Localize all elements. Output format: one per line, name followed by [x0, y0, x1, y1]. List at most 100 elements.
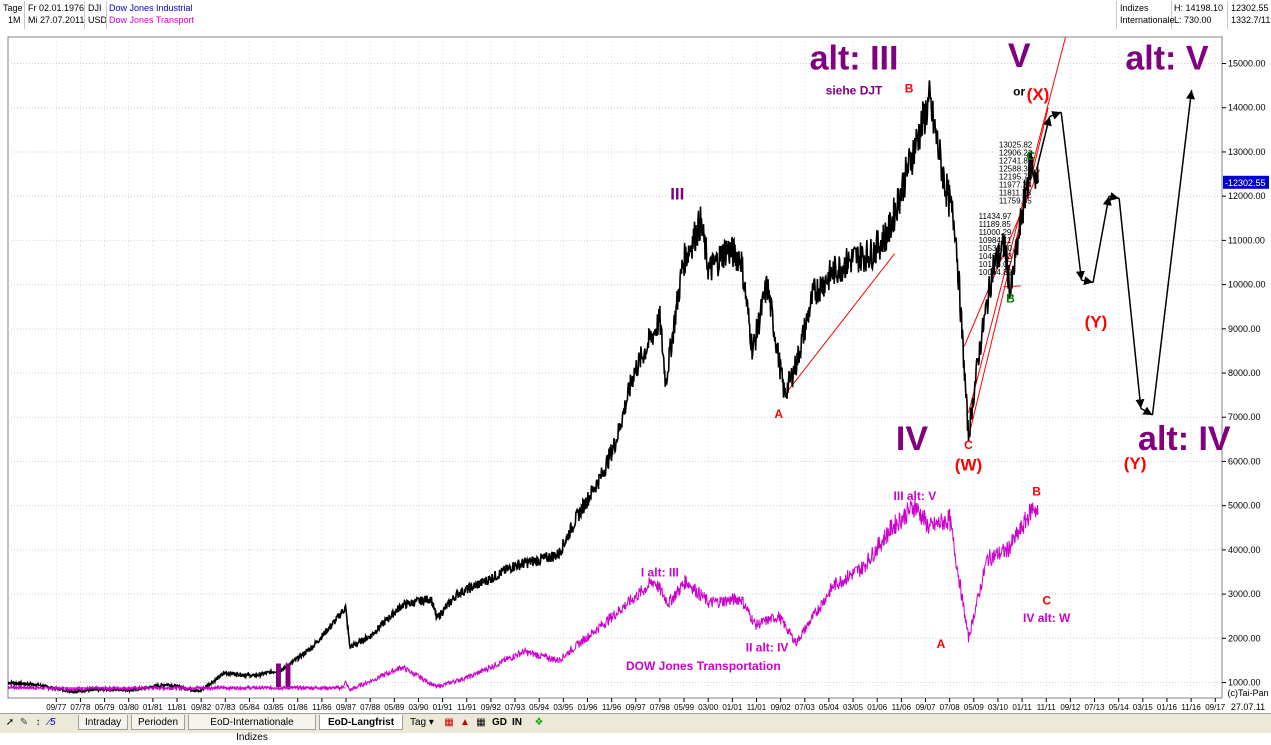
wave-label: alt: V: [1125, 40, 1208, 78]
tab-eod-internationale-indizes[interactable]: EoD-Internationale Indizes: [188, 715, 316, 743]
fib-level-label: 10538.30: [979, 244, 1013, 253]
x-tick-label: 07/13: [1084, 703, 1105, 712]
x-tick-label: 05/09: [964, 703, 985, 712]
x-tick-label: 07/03: [795, 703, 816, 712]
forecast-segment: [1140, 406, 1153, 416]
series-name-main[interactable]: Dow Jones Industrial: [109, 3, 193, 13]
wave-label: IV alt: W: [1023, 611, 1071, 625]
x-tick-label: 03/80: [119, 703, 140, 712]
trend-line: [784, 253, 895, 396]
x-tick-label: 03/90: [408, 703, 429, 712]
x-tick-label: 09/77: [46, 703, 67, 712]
last-price-box: [1223, 175, 1269, 189]
tab-intraday[interactable]: Intraday: [78, 715, 128, 730]
y-tick-label: 7000.00: [1228, 412, 1261, 422]
x-tick-label: 09/17: [1205, 703, 1226, 712]
x-tick-label: 05/04: [819, 703, 840, 712]
x-tick-label: 09/97: [626, 703, 647, 712]
low-label: L: 730.00: [1174, 15, 1212, 25]
trend-line: [963, 169, 1040, 347]
indicator-icon[interactable]: ▦: [444, 717, 454, 728]
forecast-segment: [1060, 112, 1085, 281]
pointer-icon[interactable]: ➚: [5, 717, 15, 728]
series-name-second[interactable]: Dow Jones Transport: [109, 15, 195, 25]
x-tick-label: 11/16: [1181, 703, 1201, 712]
fib-level-label: 10408.73: [979, 252, 1013, 261]
x-tick-label: 01/11: [1012, 703, 1032, 712]
divider: [84, 1, 85, 29]
x-tick-label: 09/82: [191, 703, 212, 712]
plot-frame: [7, 36, 1223, 699]
wave-label: siehe DJT: [826, 83, 883, 97]
x-tick-label: 05/79: [95, 703, 116, 712]
fibonacci-levels: 13025.8212906.2112741.8912588.3912195.73…: [979, 141, 1033, 278]
last-value-secondary: 1332.7/11: [1231, 15, 1271, 25]
y-tick-label: 4000.00: [1228, 545, 1261, 555]
forecast-segment: [1108, 192, 1120, 201]
divider: [1171, 1, 1172, 29]
fib-level-label: 11977.24: [999, 181, 1032, 190]
wave-label: V: [1008, 37, 1031, 75]
crosshair-icon[interactable]: ✎: [19, 717, 29, 728]
fib-level-label: 12588.39: [999, 165, 1033, 174]
market-group: Indizes: [1120, 3, 1149, 13]
wave-label: III alt: V: [894, 489, 937, 503]
marker-icon[interactable]: ▲: [460, 717, 470, 728]
x-tick-label: 01/16: [1157, 703, 1178, 712]
divider: [106, 1, 107, 29]
palette-icon[interactable]: ❖: [534, 717, 544, 728]
wave-label: alt: IV: [1138, 420, 1231, 458]
wave-label: C: [964, 438, 973, 452]
fib-level-label: 11434.97: [979, 212, 1012, 221]
series-line-djt: [7, 499, 1039, 693]
time-axis: 09/77 07/78 05/79 03/80 01/81 11/81 09/82 07/83…: [46, 688, 1268, 712]
y-tick-label: 1000.00: [1228, 678, 1261, 688]
x-tick-label: 11/81: [167, 703, 187, 712]
tab-label: EoD-Internationale Indizes: [210, 717, 294, 743]
x-tick-label: 11/11: [1037, 703, 1056, 712]
x-tick-label: 07/83: [215, 703, 236, 712]
x-tick-label: 01/86: [288, 703, 309, 712]
x-tick-label: 07/88: [360, 703, 381, 712]
fib-level-label: 10984.11: [979, 236, 1012, 245]
fib-level-label: 11189.85: [979, 220, 1012, 229]
fib-level-label: 12195.73: [999, 173, 1033, 182]
y-tick-label: 5000.00: [1228, 501, 1261, 511]
chart-area[interactable]: 1000.00 2000.00 3000.00 4000.00 5000.00 6000.…: [0, 31, 1271, 713]
forecast-segment: [1035, 116, 1052, 170]
x-tick-label: 11/91: [457, 703, 477, 712]
tab-label: EoD-Langfrist: [327, 717, 395, 728]
grid-icon[interactable]: ▦: [476, 717, 486, 728]
series-layer: [7, 80, 1039, 695]
x-tick-label: 09/07: [915, 703, 936, 712]
y-tick-label: 8000.00: [1228, 368, 1261, 378]
y-tick-label: 9000.00: [1228, 324, 1261, 334]
in-button[interactable]: IN: [512, 717, 522, 728]
x-tick-label: 01/96: [577, 703, 598, 712]
price-axis: 1000.00 2000.00 3000.00 4000.00 5000.00 6000.…: [1222, 59, 1269, 688]
wave-label: (W): [955, 456, 982, 475]
chart-type-icon[interactable]: ↕: [35, 717, 41, 728]
wave-label: II: [274, 657, 293, 695]
y-tick-label: 6000.00: [1228, 456, 1261, 466]
x-tick-label: 09/87: [336, 703, 357, 712]
x-tick-label: 05/99: [674, 703, 695, 712]
currency: USD: [88, 15, 108, 25]
last-price-label: -12302.55: [1225, 178, 1266, 188]
tab-eod-langfrist[interactable]: EoD-Langfrist: [319, 715, 403, 730]
period-select[interactable]: Tag ▾: [410, 717, 434, 728]
wave-label: (X): [1027, 85, 1050, 104]
tab-label: Intraday: [85, 717, 122, 728]
forecast-path: [1035, 89, 1195, 416]
start-date: Fr 02.01.1976: [28, 3, 85, 13]
tab-perioden[interactable]: Perioden: [131, 715, 185, 730]
tab-label: Perioden: [138, 717, 179, 728]
gd-button[interactable]: GD: [492, 717, 507, 728]
line-tool-icon[interactable]: ∕5: [48, 717, 56, 728]
wave-label: (Y): [1085, 312, 1108, 331]
bottom-toolbar: ➚ ✎ ↕ ∕5 Intraday Perioden EoD-Internati…: [0, 713, 1271, 743]
fib-level-label: 13025.82: [999, 141, 1033, 150]
x-tick-label: 07/93: [505, 703, 526, 712]
period-select-value: Tag: [410, 717, 427, 728]
x-tick-label: 03/05: [843, 703, 864, 712]
